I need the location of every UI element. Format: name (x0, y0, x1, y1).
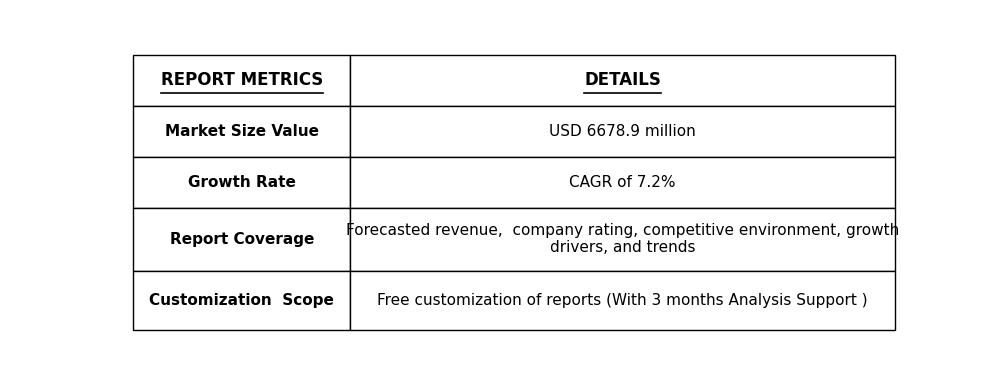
Text: Market Size Value: Market Size Value (164, 123, 319, 139)
Bar (350, 208, 894, 271)
Bar (133, 208, 350, 271)
Text: Forecasted revenue,  company rating, competitive environment, growth
drivers, an: Forecasted revenue, company rating, comp… (346, 223, 899, 256)
Text: Growth Rate: Growth Rate (187, 174, 296, 190)
Bar (350, 157, 894, 208)
Text: REPORT METRICS: REPORT METRICS (160, 71, 323, 89)
Text: Report Coverage: Report Coverage (169, 232, 314, 247)
Bar (133, 106, 350, 157)
Text: Free customization of reports (With 3 months Analysis Support ): Free customization of reports (With 3 mo… (377, 293, 867, 308)
Bar (350, 106, 894, 157)
Text: USD 6678.9 million: USD 6678.9 million (549, 123, 695, 139)
Text: Customization  Scope: Customization Scope (149, 293, 334, 308)
Bar (133, 157, 350, 208)
Bar (133, 271, 350, 330)
Text: DETAILS: DETAILS (583, 71, 660, 89)
Bar (350, 271, 894, 330)
Text: CAGR of 7.2%: CAGR of 7.2% (569, 174, 675, 190)
Bar (350, 54, 894, 106)
Bar (133, 54, 350, 106)
